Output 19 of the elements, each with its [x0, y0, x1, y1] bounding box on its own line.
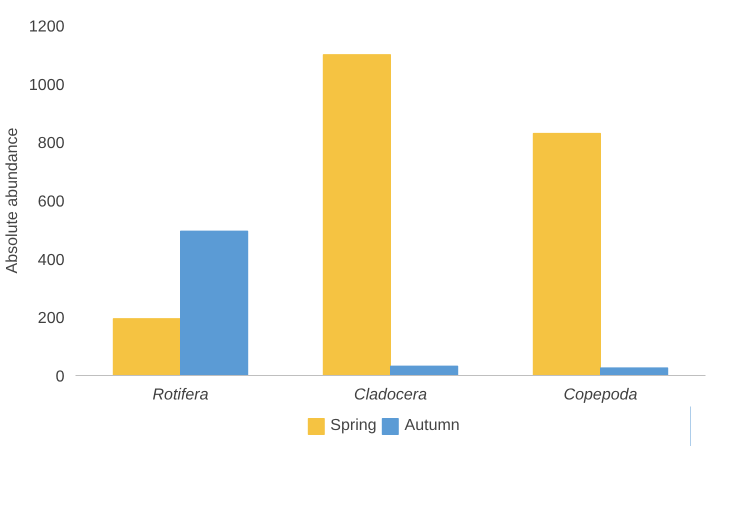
- y-tick-label: 600: [38, 194, 65, 210]
- bar: [322, 54, 391, 376]
- bar: [180, 230, 248, 376]
- bar: [112, 318, 181, 376]
- y-tick-label: 0: [56, 368, 65, 386]
- y-tick-label: 200: [38, 310, 65, 328]
- bar: [390, 366, 458, 376]
- y-tick-label: 800: [38, 135, 65, 152]
- bar: [532, 132, 601, 376]
- y-tick-label: 1000: [28, 76, 65, 94]
- x-tick-label: Cladocera: [354, 386, 428, 404]
- x-tick-label: Copepoda: [564, 386, 638, 404]
- y-axis-title: Absolute abundance: [4, 127, 21, 274]
- legend-label: Autumn: [404, 417, 460, 435]
- legend-label: Spring: [330, 417, 377, 435]
- bar: [600, 367, 668, 376]
- x-tick-label: Rotifera: [152, 386, 209, 404]
- y-tick-label: 400: [38, 252, 65, 269]
- y-tick-label: 1200: [28, 18, 65, 36]
